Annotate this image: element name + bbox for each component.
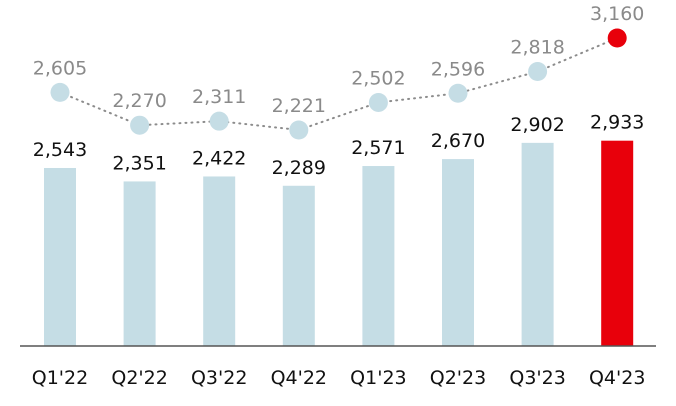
marker-value-label: 3,160 [590, 3, 644, 25]
marker-value-label: 2,818 [510, 37, 564, 59]
x-tick-label: Q3'22 [191, 367, 247, 389]
bar-1 [123, 181, 156, 346]
marker-value-label: 2,596 [431, 58, 485, 80]
x-axis-ticks: Q1'22 Q2'22 Q3'22 Q4'22 Q1'23 Q2'23 Q3'23 Q4'23 [32, 367, 646, 389]
bar-0 [44, 167, 76, 346]
bar-3 [282, 185, 315, 346]
x-tick-label: Q2'22 [111, 367, 167, 389]
x-tick-label: Q4'23 [589, 367, 645, 389]
line-series [50, 28, 627, 140]
marker-value-label: 2,270 [112, 90, 166, 112]
bar-5 [442, 159, 474, 346]
bar-value-label: 2,670 [431, 130, 485, 152]
x-tick-label: Q2'23 [430, 367, 486, 389]
bar-value-label: 2,933 [590, 112, 644, 134]
bar-value-label: 2,422 [192, 147, 246, 169]
bar-labels: 2,543 2,351 2,422 2,289 2,571 2,670 2,902 2,933 [33, 112, 645, 179]
bar-value-label: 2,543 [33, 139, 87, 161]
x-tick-label: Q1'22 [32, 367, 88, 389]
line-marker-2 [209, 111, 229, 131]
line-marker-3 [289, 120, 309, 140]
x-tick-label: Q3'23 [509, 367, 565, 389]
marker-value-label: 2,221 [272, 95, 326, 117]
bar-value-label: 2,289 [272, 157, 326, 179]
line-marker-6 [528, 62, 548, 82]
bar-value-label: 2,902 [510, 114, 564, 136]
line-marker-5 [448, 83, 468, 103]
marker-value-label: 2,605 [33, 57, 87, 79]
bars [44, 140, 634, 346]
line-marker-7 [607, 28, 627, 48]
line-marker-1 [130, 115, 150, 135]
x-tick-label: Q4'22 [271, 367, 327, 389]
bar-4 [362, 166, 395, 346]
x-tick-label: Q1'23 [350, 367, 406, 389]
marker-value-label: 2,502 [351, 67, 405, 89]
line-connector [59, 37, 619, 132]
marker-labels: 2,605 2,270 2,311 2,221 2,502 2,596 2,818 3,160 [33, 3, 645, 117]
bar-value-label: 2,571 [351, 137, 405, 159]
bar-value-label: 2,351 [112, 152, 166, 174]
marker-value-label: 2,311 [192, 86, 246, 108]
line-marker-4 [368, 92, 388, 112]
bar-7 [601, 140, 634, 346]
bar-2 [203, 176, 236, 346]
line-marker-0 [50, 82, 70, 102]
bar-6 [521, 142, 554, 346]
